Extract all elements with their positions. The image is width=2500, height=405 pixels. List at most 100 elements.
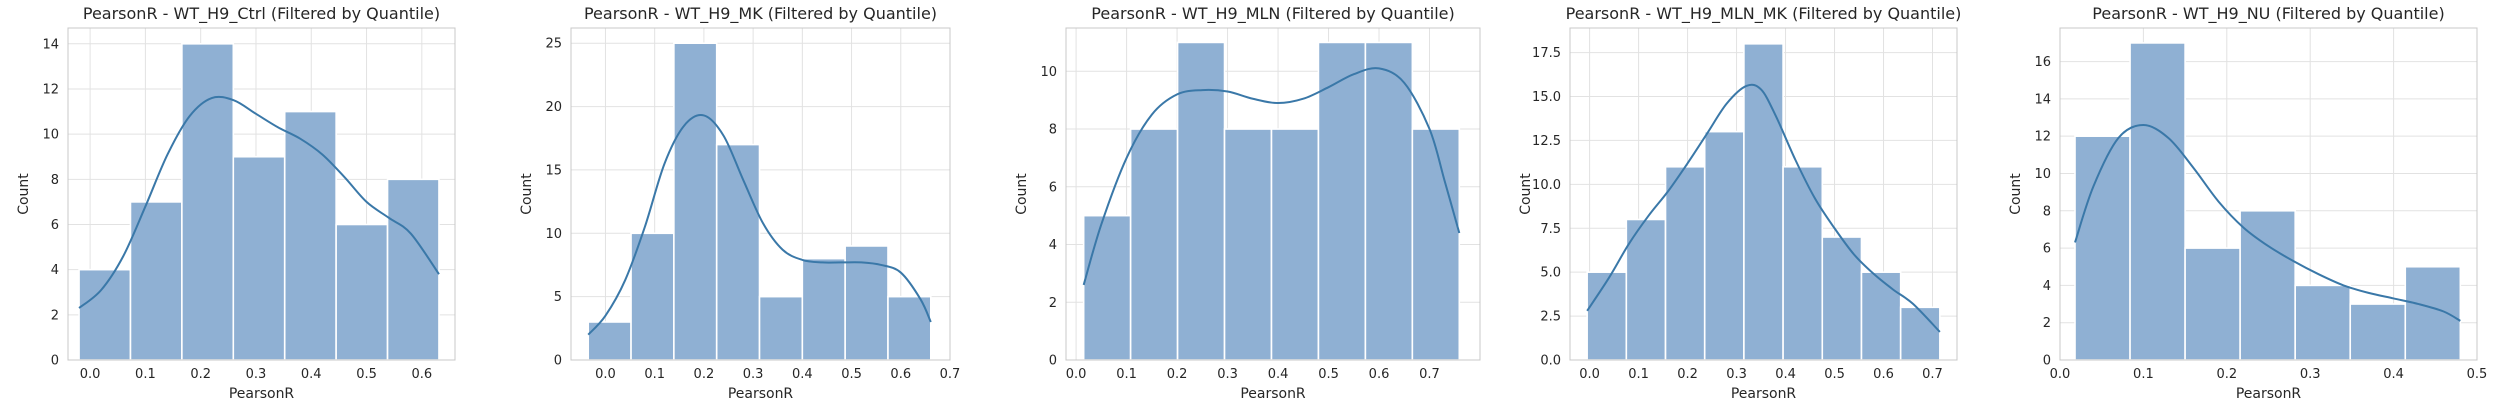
y-tick-label: 0 [51, 354, 59, 369]
y-tick-label: 6 [2043, 242, 2051, 257]
y-tick-label: 7.5 [1540, 222, 1561, 237]
x-tick-label: 0.3 [1726, 367, 1747, 382]
x-tick-label: 0.1 [2133, 367, 2154, 382]
y-tick-label: 17.5 [1532, 46, 1561, 61]
y-tick-label: 10 [1040, 65, 1057, 80]
histogram-bar [283, 110, 337, 361]
x-tick-label: 0.4 [301, 367, 322, 382]
histogram-bar [2349, 303, 2407, 361]
x-tick-label: 0.3 [2300, 367, 2321, 382]
histogram-bar [1586, 271, 1628, 361]
histogram-bar [78, 268, 132, 361]
x-axis-label: PearsonR [229, 386, 295, 400]
y-axis-label: Count [2008, 173, 2024, 215]
x-tick-label: 0.5 [356, 367, 377, 382]
histogram-bar [1364, 41, 1414, 361]
x-tick-label: 0.1 [135, 367, 156, 382]
y-tick-label: 4 [2043, 279, 2051, 294]
histogram-bar [1782, 165, 1824, 361]
histogram-bar [386, 178, 440, 361]
kde-line [2074, 123, 2461, 322]
histogram-bar [2129, 42, 2186, 361]
y-tick-label: 5 [554, 290, 562, 305]
histogram-bar [1860, 271, 1902, 361]
x-tick-label: 0.1 [1628, 367, 1649, 382]
x-tick-label: 0.2 [694, 367, 715, 382]
plot-frame [1569, 27, 1958, 361]
chart-title: PearsonR - WT_H9_NU (Filtered by Quantil… [2092, 4, 2444, 24]
x-tick-label: 0.2 [190, 367, 211, 382]
y-tick-label: 2 [2043, 316, 2051, 331]
histogram-bar [1223, 128, 1273, 361]
histogram-bar [1176, 41, 1226, 361]
plot-frame [1065, 27, 1481, 361]
y-tick-label: 2.5 [1540, 310, 1561, 325]
y-tick-label: 0 [2043, 354, 2051, 369]
y-tick-label: 12 [42, 82, 59, 97]
x-tick-label: 0.4 [1268, 367, 1289, 382]
chart-title: PearsonR - WT_H9_Ctrl (Filtered by Quant… [83, 4, 440, 24]
y-tick-label: 10 [2034, 167, 2051, 182]
y-tick-label: 12 [2034, 130, 2051, 145]
kde-line [78, 95, 440, 309]
y-tick-label: 25 [545, 37, 562, 52]
x-tick-label: 0.3 [1217, 367, 1238, 382]
x-tick-label: 0.6 [1369, 367, 1390, 382]
x-tick-label: 0.0 [1066, 367, 1087, 382]
x-tick-label: 0.4 [2383, 367, 2404, 382]
y-tick-label: 10 [545, 227, 562, 242]
kde-line [1082, 67, 1461, 286]
y-tick-label: 4 [51, 263, 59, 278]
x-tick-label: 0.1 [644, 367, 665, 382]
plot-frame [570, 27, 951, 361]
kde-line [1586, 83, 1941, 333]
histogram-bar [232, 155, 286, 361]
y-tick-label: 2 [51, 308, 59, 323]
x-tick-label: 0.4 [1775, 367, 1796, 382]
y-tick-label: 15 [545, 163, 562, 178]
x-axis-label: PearsonR [2236, 386, 2302, 400]
y-axis-label: Count [1518, 173, 1534, 215]
y-tick-label: 10.0 [1532, 178, 1561, 193]
y-axis-label: Count [16, 173, 32, 215]
chart-panel-2: 0.0 0.1 0.2 0.3 0.4 0.5 0.6 0.7 0 5 10 15 20 25 Pearso… [519, 4, 960, 402]
y-tick-label: 15.0 [1532, 90, 1561, 105]
histogram-bar [2074, 135, 2131, 361]
x-axis-label: PearsonR [1731, 386, 1797, 400]
x-tick-label: 0.5 [1318, 367, 1339, 382]
x-tick-label: 0.2 [1677, 367, 1698, 382]
chart-title: PearsonR - WT_H9_MLN (Filtered by Quanti… [1091, 4, 1454, 24]
histogram-bar [129, 201, 183, 361]
chart-panel-1: 0.0 0.1 0.2 0.3 0.4 0.5 0.6 0 2 4 6 8 10 12 14 PearsonR… [16, 4, 456, 402]
histogram-bar [1270, 128, 1320, 361]
histogram-bar [715, 143, 761, 361]
kde-line [587, 114, 932, 336]
x-tick-label: 0.5 [841, 367, 862, 382]
x-tick-label: 0.5 [2467, 367, 2488, 382]
chart-title: PearsonR - WT_H9_MK (Filtered by Quantil… [584, 4, 937, 24]
x-tick-label: 0.4 [792, 367, 813, 382]
histogram-bar [801, 257, 846, 361]
chart-panel-5: 0.0 0.1 0.2 0.3 0.4 0.5 0 2 4 6 8 10 12 14 16 PearsonR C… [2008, 4, 2488, 402]
y-axis-label: Count [1014, 173, 1030, 215]
y-tick-label: 12.5 [1532, 134, 1561, 149]
y-tick-label: 8 [2043, 204, 2051, 219]
plot-frame [67, 27, 456, 361]
plot-frame [2059, 27, 2478, 361]
y-tick-label: 8 [1049, 123, 1057, 138]
y-tick-label: 8 [51, 173, 59, 188]
y-tick-label: 10 [42, 128, 59, 143]
histogram-bar [335, 223, 389, 361]
chart-title: PearsonR - WT_H9_MLN_MK (Filtered by Qua… [1566, 4, 1962, 24]
histogram-bar [1899, 306, 1941, 361]
histogram-bar [2184, 247, 2241, 361]
x-tick-label: 0.0 [2050, 367, 2071, 382]
histogram-bar [181, 43, 235, 361]
x-tick-label: 0.6 [890, 367, 911, 382]
histogram-bar [2404, 265, 2462, 361]
histogram-bar [1317, 41, 1367, 361]
x-tick-label: 0.3 [246, 367, 267, 382]
x-tick-label: 0.0 [80, 367, 101, 382]
